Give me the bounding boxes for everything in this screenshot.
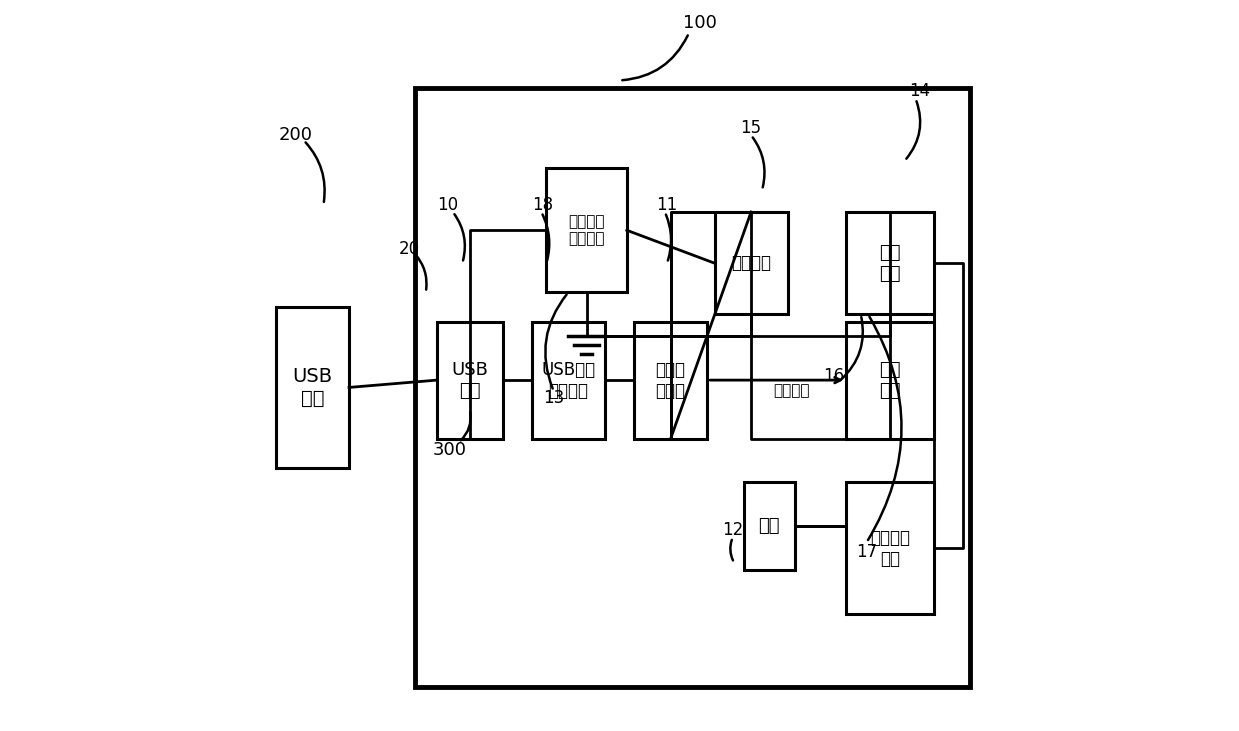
FancyBboxPatch shape bbox=[634, 322, 707, 439]
FancyArrowPatch shape bbox=[841, 317, 862, 379]
Text: 100: 100 bbox=[683, 15, 717, 32]
FancyBboxPatch shape bbox=[532, 322, 605, 439]
Text: 200: 200 bbox=[279, 126, 312, 144]
Text: 20: 20 bbox=[399, 240, 420, 257]
Text: USB
接口: USB 接口 bbox=[451, 360, 488, 400]
FancyBboxPatch shape bbox=[437, 322, 503, 439]
Text: USB接口
控制开关: USB接口 控制开关 bbox=[541, 360, 596, 400]
Text: 16: 16 bbox=[823, 368, 844, 385]
FancyBboxPatch shape bbox=[846, 322, 934, 439]
FancyArrowPatch shape bbox=[306, 143, 325, 202]
Text: 13: 13 bbox=[543, 390, 564, 407]
Text: 输入电流: 输入电流 bbox=[773, 384, 809, 398]
FancyBboxPatch shape bbox=[743, 482, 795, 570]
FancyBboxPatch shape bbox=[846, 212, 934, 314]
FancyBboxPatch shape bbox=[846, 482, 934, 614]
Text: 工作模式
切换模块: 工作模式 切换模块 bbox=[569, 214, 605, 246]
FancyBboxPatch shape bbox=[415, 88, 970, 687]
FancyArrowPatch shape bbox=[907, 102, 921, 159]
Text: 耗电
模块: 耗电 模块 bbox=[880, 243, 901, 283]
FancyArrowPatch shape bbox=[543, 214, 549, 260]
Text: 电池控制
模块: 电池控制 模块 bbox=[870, 529, 909, 568]
Text: 12: 12 bbox=[722, 521, 743, 539]
FancyArrowPatch shape bbox=[665, 214, 672, 260]
Text: 18: 18 bbox=[533, 196, 554, 213]
Text: USB
接口: USB 接口 bbox=[292, 367, 332, 408]
Text: 供电
端口: 供电 端口 bbox=[880, 360, 901, 400]
Text: 14: 14 bbox=[908, 83, 929, 100]
FancyArrowPatch shape bbox=[753, 137, 764, 187]
FancyBboxPatch shape bbox=[546, 168, 627, 292]
FancyArrowPatch shape bbox=[461, 412, 471, 440]
FancyArrowPatch shape bbox=[455, 214, 465, 260]
Text: 15: 15 bbox=[741, 119, 762, 137]
FancyBboxPatch shape bbox=[715, 212, 788, 314]
Text: 电池: 电池 bbox=[758, 518, 781, 535]
FancyArrowPatch shape bbox=[869, 317, 902, 540]
Text: 负载模块: 负载模块 bbox=[731, 254, 771, 272]
FancyArrowPatch shape bbox=[730, 540, 733, 561]
Text: 10: 10 bbox=[437, 196, 458, 213]
FancyArrowPatch shape bbox=[415, 254, 426, 289]
FancyArrowPatch shape bbox=[545, 295, 566, 388]
Text: 11: 11 bbox=[657, 196, 678, 213]
FancyArrowPatch shape bbox=[622, 35, 688, 80]
Text: 300: 300 bbox=[432, 441, 467, 458]
Text: 17: 17 bbox=[856, 543, 877, 561]
Text: 电流侦
测模块: 电流侦 测模块 bbox=[655, 360, 685, 400]
FancyBboxPatch shape bbox=[276, 307, 349, 468]
